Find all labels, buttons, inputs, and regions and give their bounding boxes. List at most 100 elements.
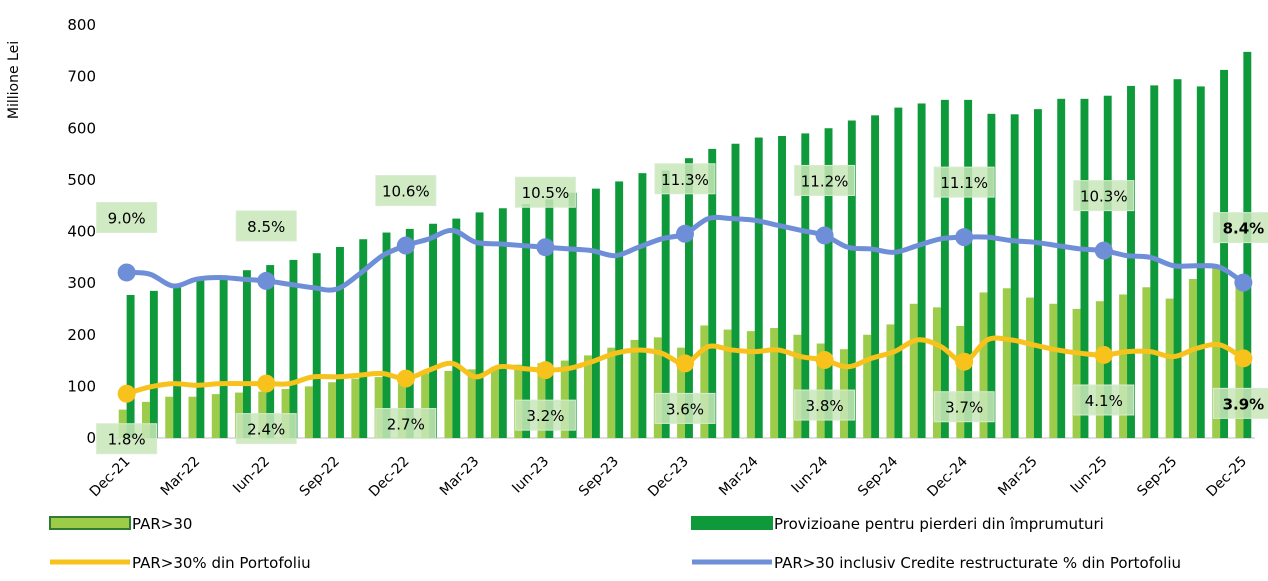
bar (677, 347, 685, 438)
bar (894, 107, 903, 438)
bar (1212, 267, 1221, 438)
data-label: 3.2% (514, 399, 576, 431)
bar (956, 325, 965, 438)
bar (141, 401, 150, 438)
data-label-text: 2.4% (247, 421, 285, 439)
line-marker (536, 361, 555, 380)
x-tick-label: Sep-22 (297, 454, 343, 500)
data-label-text: 3.2% (526, 407, 564, 425)
bar (638, 173, 647, 438)
bar (909, 303, 918, 438)
bar (917, 103, 926, 438)
data-label-box (794, 389, 856, 421)
x-tick-label: Iun-23 (509, 454, 552, 497)
bar (522, 204, 531, 438)
data-label-box (933, 166, 995, 198)
bar (940, 99, 949, 438)
line-marker (955, 352, 974, 371)
legend-swatch (49, 516, 131, 530)
bar (165, 396, 174, 438)
bar (700, 325, 709, 438)
bar (1080, 98, 1089, 438)
data-label-text: 3.7% (945, 399, 983, 417)
bar (211, 394, 220, 438)
x-tick-label: Iun-24 (788, 453, 831, 496)
data-label-text: 1.8% (108, 431, 146, 449)
bar (708, 148, 717, 438)
x-tick-label: Sep-23 (576, 454, 622, 500)
x-tick-label: Dec-23 (645, 454, 692, 501)
line-marker (815, 226, 834, 245)
data-label: 11.1% (933, 166, 995, 198)
legend-label: PAR>30% din Portofoliu (132, 554, 311, 572)
y-tick-label: 500 (67, 171, 96, 189)
data-label-text: 8.4% (1223, 220, 1265, 238)
legend-swatch (691, 516, 773, 530)
legend-label: PAR>30 (132, 515, 192, 533)
data-label-text: 3.8% (806, 397, 844, 415)
bar (1002, 288, 1011, 438)
data-label: 3.9% (1212, 387, 1268, 419)
x-tick-label: Iun-22 (230, 454, 273, 497)
bar (467, 369, 476, 438)
data-label-box (235, 413, 297, 445)
bar (1057, 98, 1066, 438)
data-label: 4.1% (1073, 384, 1135, 416)
line-marker (536, 238, 555, 257)
line-marker (1094, 241, 1113, 260)
bar (405, 228, 414, 438)
data-label-box (1073, 180, 1135, 212)
bar (630, 339, 639, 438)
line-marker (117, 384, 136, 403)
bar (1026, 297, 1034, 438)
x-tick-label: Sep-25 (1134, 454, 1180, 500)
line-marker (1094, 345, 1113, 364)
bar (421, 373, 430, 438)
bar (1150, 85, 1159, 439)
bar (560, 360, 569, 438)
data-label: 10.3% (1073, 180, 1135, 212)
bar (173, 285, 182, 438)
bar (351, 378, 360, 438)
bar (979, 292, 988, 438)
data-label: 9.0% (96, 201, 158, 233)
bar (374, 377, 383, 438)
data-label-text: 3.9% (1223, 395, 1265, 413)
bar (336, 246, 344, 438)
y-tick-label: 0 (86, 429, 96, 447)
x-tick-label: Mar-23 (437, 454, 483, 500)
line-marker (396, 236, 415, 255)
y-axis-label: Millione Lei (6, 41, 22, 119)
bar (397, 376, 406, 438)
data-label-box (1073, 384, 1135, 416)
data-label: 11.3% (654, 163, 716, 195)
bar (607, 347, 616, 438)
bar (266, 265, 275, 438)
bar (653, 337, 662, 438)
line-marker (257, 271, 276, 290)
data-label-box (514, 399, 576, 431)
bar (1173, 79, 1182, 439)
x-tick-label: Dec-21 (87, 454, 134, 501)
bar (1033, 109, 1042, 439)
bar (964, 99, 973, 438)
bar (382, 232, 391, 438)
bar (188, 396, 197, 438)
bar (886, 324, 895, 438)
bar (591, 188, 600, 438)
data-label-box (375, 408, 437, 440)
data-label: 3.7% (933, 391, 995, 423)
data-label-text: 11.1% (940, 174, 988, 192)
data-label-box (654, 392, 716, 424)
bar (778, 135, 786, 438)
line-marker (257, 374, 276, 393)
data-label: 10.6% (375, 175, 437, 207)
bar (847, 120, 856, 438)
data-label: 2.4% (235, 413, 297, 445)
y-tick-label: 200 (67, 326, 96, 344)
data-label-box (96, 201, 158, 233)
bar (1220, 69, 1229, 438)
data-label: 8.4% (1212, 212, 1268, 244)
data-label-box (933, 391, 995, 423)
